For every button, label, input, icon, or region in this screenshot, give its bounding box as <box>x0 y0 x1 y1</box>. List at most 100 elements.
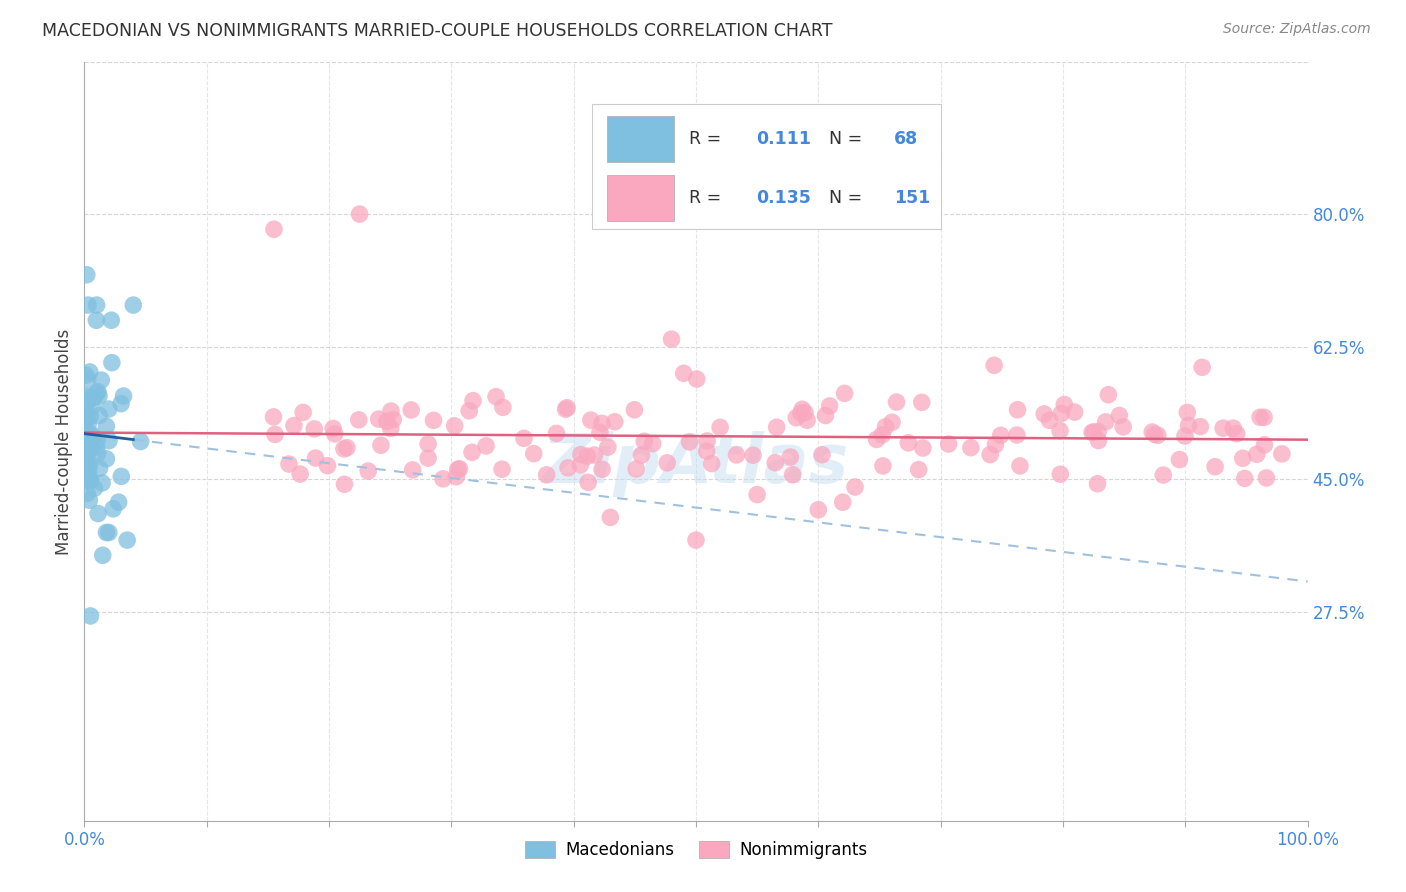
Point <box>569 448 592 462</box>
Point <box>87 507 110 521</box>
Point <box>333 442 356 456</box>
Point <box>76 268 98 282</box>
FancyBboxPatch shape <box>606 117 673 162</box>
Point <box>75 438 97 452</box>
Point <box>122 298 145 312</box>
Point <box>443 418 465 433</box>
Point <box>1174 429 1197 443</box>
Point <box>779 450 801 464</box>
Point <box>79 365 101 379</box>
Point <box>375 414 398 428</box>
Text: R =: R = <box>689 130 727 148</box>
Point <box>432 472 454 486</box>
Point <box>911 441 934 455</box>
Text: N =: N = <box>830 189 868 207</box>
Point <box>75 452 97 467</box>
Point <box>461 445 484 459</box>
Point <box>1189 419 1212 434</box>
Point <box>79 438 101 452</box>
Point <box>1191 360 1213 375</box>
Point <box>591 417 613 431</box>
Point <box>785 410 807 425</box>
Point <box>872 458 894 473</box>
Point <box>292 405 315 419</box>
Point <box>79 608 101 623</box>
Point <box>75 397 97 411</box>
Point <box>77 417 100 431</box>
Point <box>418 451 440 466</box>
Y-axis label: Married-couple Households: Married-couple Households <box>55 328 73 555</box>
Point <box>818 399 841 413</box>
Point <box>336 441 359 455</box>
Text: 68: 68 <box>894 130 918 148</box>
Point <box>591 462 613 476</box>
Text: 0.111: 0.111 <box>756 130 811 148</box>
Point <box>75 368 97 383</box>
Point <box>589 425 612 440</box>
Point <box>77 298 100 312</box>
Point <box>1204 459 1226 474</box>
Point <box>97 402 120 417</box>
Point <box>834 386 856 401</box>
Point <box>357 464 380 478</box>
Point <box>263 409 285 424</box>
Point <box>86 298 108 312</box>
Point <box>696 444 718 458</box>
Point <box>579 413 602 427</box>
Point <box>1008 458 1031 473</box>
Point <box>89 461 111 475</box>
Point <box>1081 425 1104 440</box>
Point <box>1063 405 1085 419</box>
Point <box>1097 387 1119 401</box>
Point <box>115 533 138 548</box>
Point <box>831 495 853 509</box>
Point <box>796 413 818 427</box>
Point <box>447 462 470 476</box>
Point <box>672 366 695 380</box>
Point <box>984 438 1007 452</box>
Point <box>1212 421 1234 435</box>
Point <box>880 415 903 429</box>
Point <box>87 384 110 399</box>
Point <box>523 447 546 461</box>
Point <box>794 406 817 420</box>
Point <box>449 462 471 476</box>
Point <box>1033 407 1056 421</box>
Legend: Macedonians, Nonimmigrants: Macedonians, Nonimmigrants <box>519 834 873 865</box>
Point <box>603 415 626 429</box>
Point <box>1177 418 1199 433</box>
Point <box>83 481 105 495</box>
Point <box>1142 425 1164 439</box>
Point <box>75 439 97 453</box>
Point <box>77 391 100 405</box>
Point <box>263 222 285 236</box>
Point <box>79 473 101 487</box>
Point <box>399 403 422 417</box>
Point <box>1049 467 1071 482</box>
Point <box>101 501 124 516</box>
Point <box>1083 425 1105 439</box>
Point <box>1112 420 1135 434</box>
Point <box>485 390 508 404</box>
Point <box>380 421 402 435</box>
Point <box>80 400 103 414</box>
Point <box>112 389 135 403</box>
Point <box>630 448 652 462</box>
Point <box>1050 407 1073 421</box>
Point <box>1256 471 1278 485</box>
Point <box>686 372 709 386</box>
Point <box>446 469 468 483</box>
Point <box>80 440 103 454</box>
Point <box>264 427 287 442</box>
Point <box>304 451 326 466</box>
Point <box>811 448 834 462</box>
Point <box>1253 438 1275 452</box>
Point <box>75 409 97 424</box>
Point <box>82 427 104 442</box>
Point <box>475 439 498 453</box>
Point <box>897 435 920 450</box>
Point <box>349 207 371 221</box>
Point <box>322 421 344 435</box>
Point <box>418 437 440 451</box>
Point <box>536 467 558 482</box>
